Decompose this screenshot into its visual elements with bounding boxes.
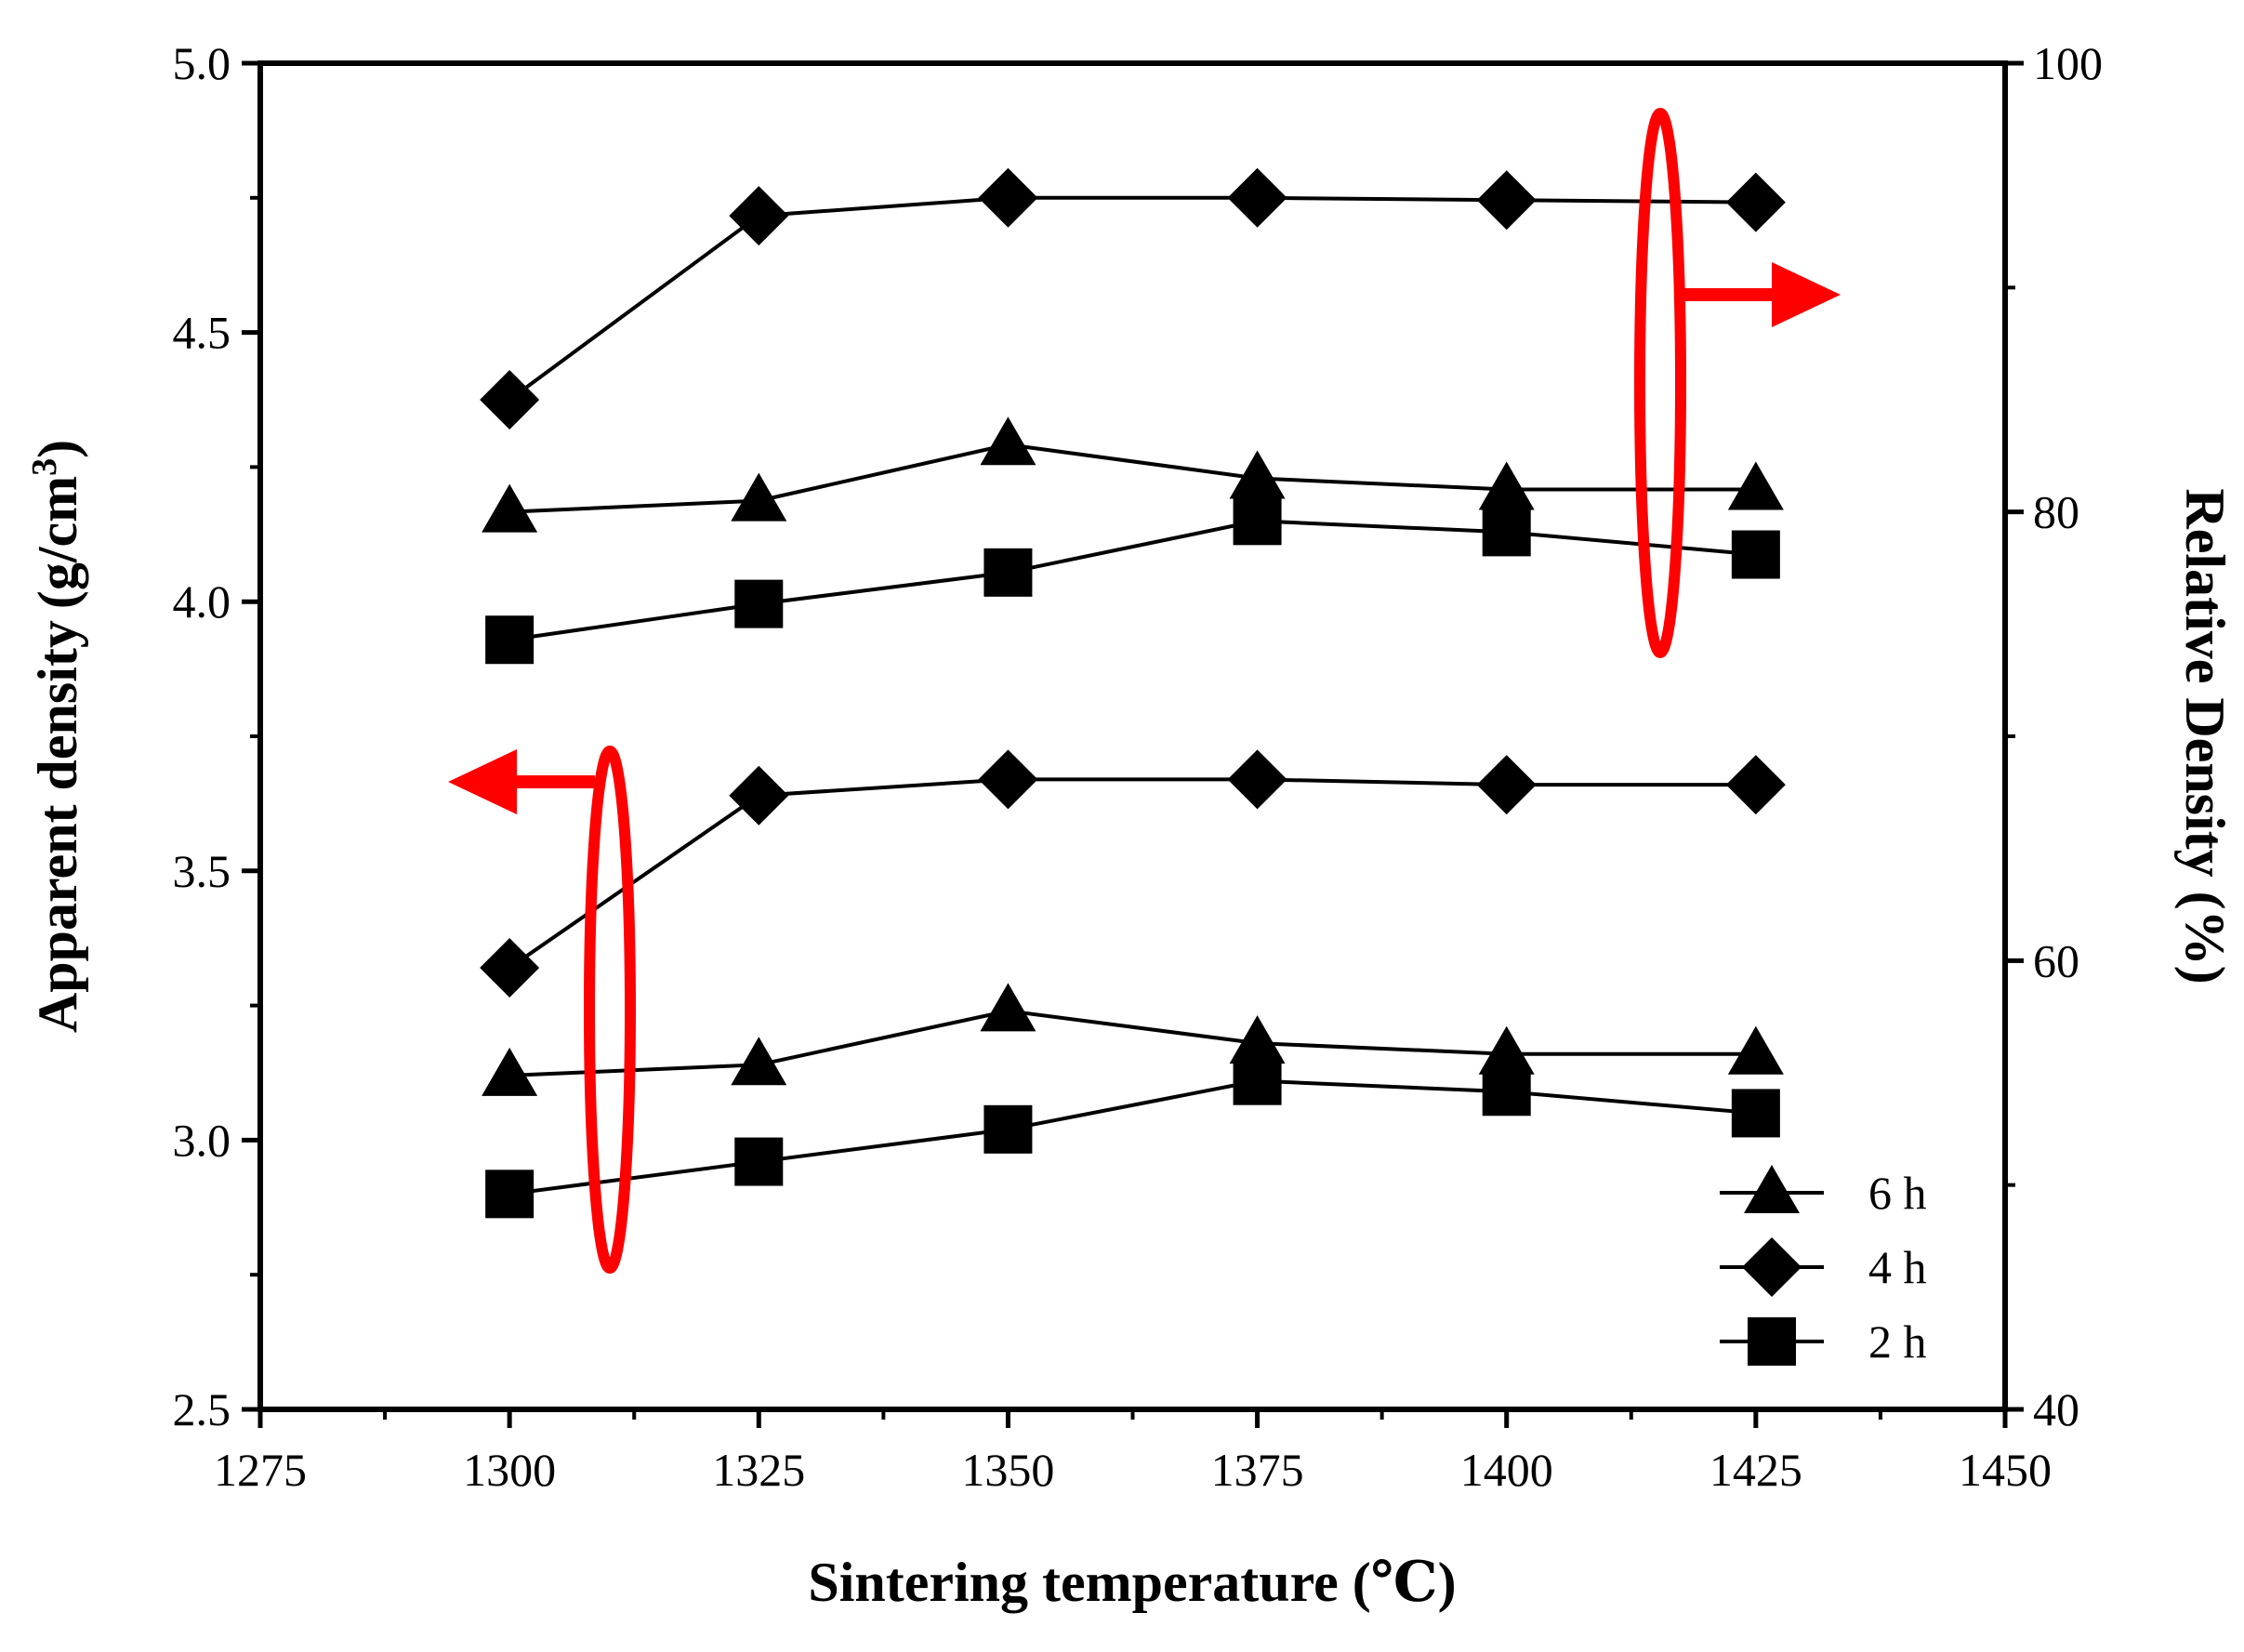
legend-item: 4 h (1720, 1237, 1927, 1297)
data-point-triangle (482, 1047, 538, 1096)
data-point-diamond (1227, 749, 1287, 810)
left-y-tick-label: 3.0 (173, 1114, 231, 1166)
data-point-diamond (1725, 172, 1786, 232)
data-point-square (1482, 508, 1531, 557)
annotation-left-axis (448, 746, 636, 1274)
right-y-tick-label: 60 (2033, 934, 2079, 986)
left-y-tick-label: 3.5 (173, 845, 231, 897)
series-line (509, 443, 1756, 514)
x-tick-label: 1275 (214, 1444, 307, 1496)
series-triangle-left (482, 983, 1784, 1096)
data-point-diamond (729, 765, 789, 826)
data-point-diamond (978, 749, 1038, 810)
series-diamond-left (480, 749, 1786, 998)
left-y-axis-title-unit-open: (g/cm (27, 476, 88, 609)
x-tick-label: 1425 (1709, 1444, 1802, 1496)
data-point-triangle (980, 983, 1036, 1032)
legend-item: 6 h (1720, 1165, 1927, 1219)
right-y-axis-title: Relative Density (%) (2174, 488, 2236, 984)
data-point-triangle (731, 1037, 787, 1086)
left-y-tick-label: 2.5 (173, 1383, 231, 1435)
data-point-triangle (482, 483, 538, 533)
right-y-tick-label: 80 (2033, 486, 2079, 538)
data-point-diamond (1476, 755, 1537, 815)
data-point-square (1731, 1089, 1780, 1138)
left-y-axis-title-unit-close: ) (27, 440, 88, 458)
data-point-square (983, 1104, 1033, 1154)
data-point-diamond (1476, 170, 1537, 231)
legend-marker-triangle (1744, 1165, 1800, 1213)
annotation-arrow-right-head (1772, 262, 1841, 327)
series-layer (480, 167, 1786, 1219)
left-y-tick-label: 5.0 (173, 37, 231, 89)
data-point-square (1482, 1067, 1531, 1117)
x-axis-title: Sintering temperature (℃) (808, 1552, 1456, 1613)
data-point-triangle (1478, 461, 1535, 510)
annotation-ellipse-right (1634, 108, 1686, 658)
data-point-diamond (480, 938, 540, 998)
legend-marker-diamond (1742, 1237, 1802, 1297)
legend-label: 2 h (1868, 1315, 1927, 1368)
x-tick-label: 1350 (961, 1444, 1054, 1496)
data-point-triangle (1229, 450, 1286, 499)
right-y-tick-label: 40 (2033, 1383, 2079, 1435)
left-y-tick-label: 4.5 (173, 307, 231, 359)
left-y-axis-title-unit-sup: 3 (25, 458, 64, 476)
data-point-diamond (729, 186, 789, 246)
data-point-triangle (1229, 1015, 1286, 1064)
legend-marker-square (1748, 1317, 1796, 1366)
data-point-triangle (1727, 461, 1784, 510)
data-point-square (1731, 530, 1780, 579)
data-point-square (983, 548, 1033, 597)
data-point-triangle (1478, 1025, 1535, 1075)
left-y-axis-title-main: Apparent density (27, 620, 88, 1033)
legend-label: 6 h (1868, 1167, 1927, 1219)
series-square-right (485, 496, 1780, 665)
data-point-square (1233, 496, 1282, 546)
left-y-tick-label: 4.0 (173, 575, 231, 628)
x-tick-labels: 1275 1300 1325 1350 1375 1400 1425 1450 (214, 1444, 2052, 1496)
legend: 6 h 4 h 2 h (1720, 1165, 1927, 1368)
x-tick-label: 1375 (1211, 1444, 1304, 1496)
series-line (508, 195, 1756, 402)
axis-ticks (242, 60, 2024, 1428)
annotation-right-axis (1634, 108, 1841, 658)
left-y-axis-title: Apparent density (g/cm3) (25, 440, 88, 1033)
left-y-tick-labels: 2.5 3.0 3.5 4.0 4.5 5.0 (173, 37, 231, 1435)
legend-label: 4 h (1868, 1241, 1927, 1293)
series-line (509, 1009, 1756, 1077)
data-point-triangle (980, 416, 1036, 466)
x-tick-label: 1300 (463, 1444, 556, 1496)
series-line (508, 1078, 1757, 1196)
legend-item: 2 h (1720, 1315, 1927, 1368)
data-point-triangle (1727, 1025, 1784, 1075)
series-triangle-right (482, 416, 1784, 533)
data-point-diamond (480, 370, 540, 430)
x-tick-label: 1400 (1460, 1444, 1553, 1496)
series-square-left (485, 1056, 1780, 1219)
data-point-diamond (978, 167, 1038, 228)
x-tick-label: 1325 (712, 1444, 805, 1496)
data-point-square (485, 615, 535, 665)
data-point-diamond (1725, 755, 1786, 815)
x-tick-label: 1450 (1959, 1444, 2052, 1496)
series-diamond-right (480, 167, 1786, 430)
series-line (508, 777, 1756, 970)
data-point-square (485, 1170, 535, 1219)
data-point-square (734, 579, 784, 628)
data-point-square (1233, 1056, 1282, 1105)
right-y-tick-labels: 40 60 80 100 (2033, 37, 2103, 1435)
right-y-tick-label: 100 (2033, 37, 2103, 89)
data-point-triangle (731, 472, 787, 522)
data-point-square (734, 1137, 784, 1186)
data-point-diamond (1227, 167, 1287, 228)
series-line (508, 519, 1757, 642)
annotation-arrow-left-head (448, 749, 517, 814)
annotation-ellipse-left (584, 746, 636, 1274)
